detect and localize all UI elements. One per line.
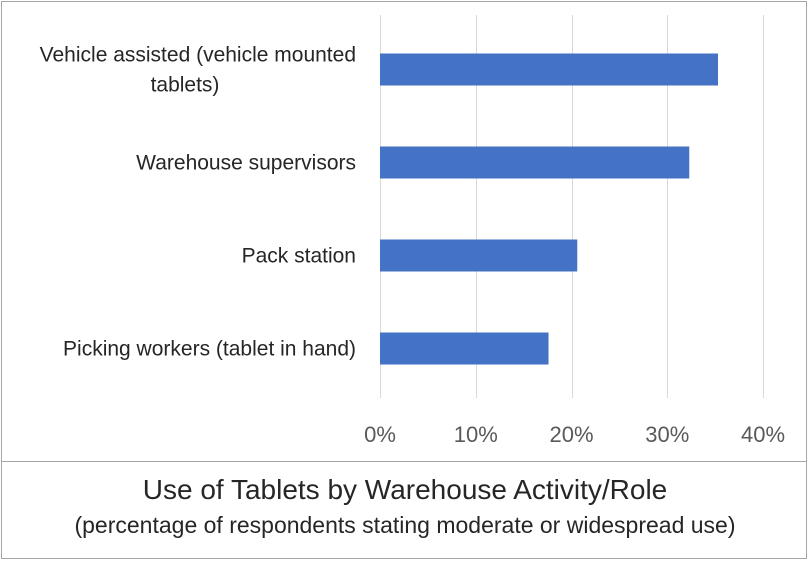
x-tick-label-0: 0%	[364, 422, 396, 447]
category-label-1: Warehouse supervisors	[136, 152, 356, 175]
bar-0	[380, 53, 718, 86]
x-tick-label-4: 40%	[741, 422, 785, 447]
chart-subtitle: (percentage of respondents stating moder…	[74, 512, 736, 538]
x-tick-labels: 0% 10% 20% 30% 40%	[364, 422, 785, 447]
category-label-line-2: tablets)	[151, 74, 220, 97]
bar-1	[380, 146, 690, 179]
bar-2	[380, 239, 578, 272]
category-label-text: Pack station	[242, 245, 356, 268]
category-label-0: Vehicle assisted (vehicle mounted tablets…	[40, 44, 356, 97]
chart-title: Use of Tablets by Warehouse Activity/Rol…	[142, 474, 668, 505]
caption-divider	[1, 461, 807, 462]
category-label-text: Picking workers (tablet in hand)	[63, 338, 356, 361]
category-label-line-1: Vehicle assisted (vehicle mounted	[40, 44, 356, 67]
bars	[380, 53, 718, 365]
x-tick-label-3: 30%	[645, 422, 689, 447]
x-tick-label-2: 20%	[549, 422, 593, 447]
bar-3	[380, 332, 549, 365]
x-tick-label-1: 10%	[454, 422, 498, 447]
category-label-3: Picking workers (tablet in hand)	[63, 338, 356, 361]
bar-chart: Vehicle assisted (vehicle mounted tablets…	[40, 15, 785, 447]
category-label-2: Pack station	[242, 245, 356, 268]
category-label-text: Warehouse supervisors	[136, 152, 356, 175]
category-labels: Vehicle assisted (vehicle mounted tablets…	[40, 44, 356, 361]
